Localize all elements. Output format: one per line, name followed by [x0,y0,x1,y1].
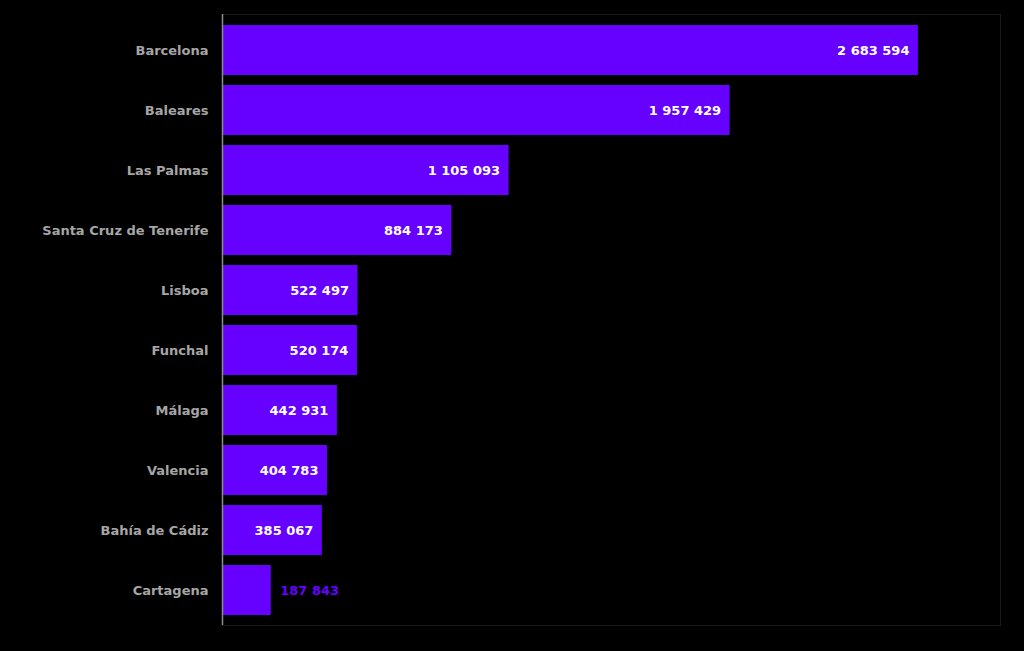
svg-text:385 067: 385 067 [255,523,314,538]
svg-text:Valencia: Valencia [147,463,209,478]
svg-text:884 173: 884 173 [384,223,443,238]
svg-text:187 843: 187 843 [280,583,339,598]
svg-text:522 497: 522 497 [290,283,349,298]
svg-text:520 174: 520 174 [290,343,349,358]
svg-text:Lisboa: Lisboa [161,283,209,298]
svg-text:Funchal: Funchal [152,343,209,358]
svg-text:Santa Cruz de Tenerife: Santa Cruz de Tenerife [42,223,208,238]
svg-text:1 957 429: 1 957 429 [649,103,721,118]
svg-text:Málaga: Málaga [155,403,208,418]
svg-text:1 105 093: 1 105 093 [428,163,500,178]
svg-text:Cartagena: Cartagena [133,583,209,598]
svg-text:2 683 594: 2 683 594 [837,43,909,58]
svg-text:442 931: 442 931 [270,403,329,418]
svg-text:Baleares: Baleares [145,103,209,118]
svg-text:Barcelona: Barcelona [135,43,208,58]
svg-text:Las Palmas: Las Palmas [127,163,209,178]
svg-text:404 783: 404 783 [260,463,319,478]
svg-text:Bahía de Cádiz: Bahía de Cádiz [101,523,209,538]
